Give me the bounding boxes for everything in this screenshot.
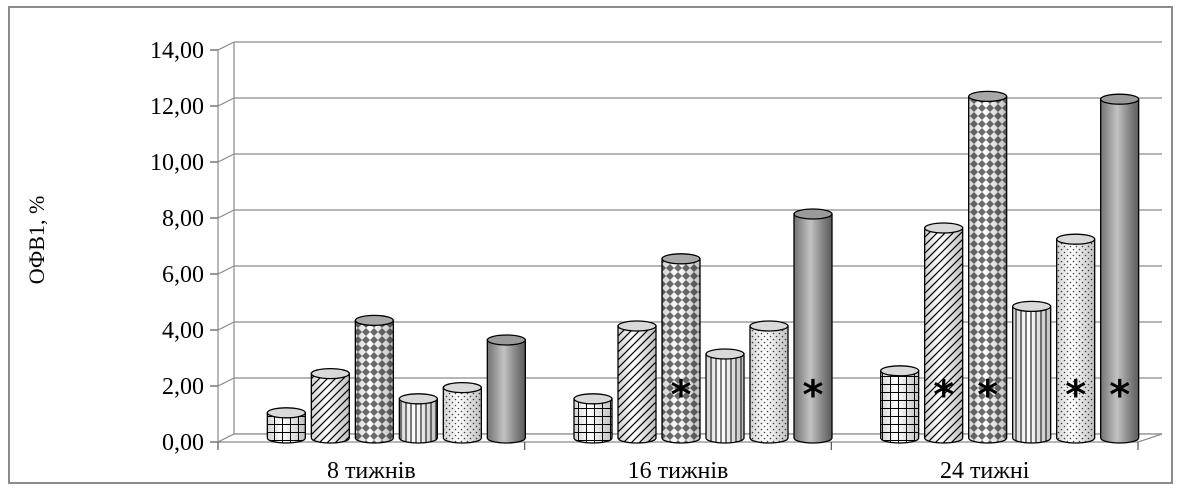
- y-tick-label: 4,00: [162, 318, 204, 344]
- bar-top: [1056, 233, 1096, 245]
- bar: [486, 334, 526, 444]
- bar-shading: [267, 412, 306, 443]
- bar-shading: [443, 387, 482, 443]
- y-axis-title: ОФВ1, %: [24, 196, 49, 285]
- bar-top: [486, 334, 526, 346]
- bar-shading: [662, 258, 700, 443]
- bar-top: [705, 348, 745, 360]
- bar: [442, 381, 482, 444]
- bar: [1012, 300, 1052, 444]
- bar-top: [310, 367, 350, 380]
- bar-top: [266, 407, 306, 419]
- bar-shading: [1012, 306, 1051, 443]
- gridline-depth: [217, 377, 235, 387]
- bar-top: [749, 320, 789, 332]
- bar-top: [661, 253, 701, 265]
- y-tick-label: 8,00: [162, 206, 204, 232]
- bar: [705, 348, 745, 444]
- chart-frame: 0,00 2,00 4,00 6,00 8,00 10,00 12,00 14,00 8 тиж…: [8, 6, 1173, 484]
- significance-star: *: [803, 372, 824, 418]
- y-tick-label: 0,00: [162, 430, 204, 456]
- y-tick-label: 12,00: [150, 94, 204, 120]
- bar-shading: [880, 370, 919, 443]
- x-category-label: 24 тижні: [940, 458, 1030, 482]
- bars: [266, 90, 1140, 444]
- bar-shading: [487, 340, 526, 443]
- x-category-label: 8 тижнів: [327, 458, 416, 482]
- bar: [1056, 233, 1096, 444]
- bar-chart: 0,00 2,00 4,00 6,00 8,00 10,00 12,00 14,00 8 тиж…: [24, 38, 1163, 482]
- gridline-depth: [217, 265, 235, 275]
- bar-top: [924, 222, 964, 234]
- bar: [924, 222, 964, 444]
- bar-shading: [399, 398, 438, 443]
- y-tick-label: 14,00: [150, 38, 204, 64]
- gridline-depth: [217, 153, 235, 163]
- bar: [968, 90, 1008, 444]
- bar-top: [968, 90, 1008, 103]
- significance-star: *: [933, 372, 954, 418]
- significance-star: *: [1109, 372, 1130, 418]
- bar: [749, 320, 789, 444]
- bar-top: [442, 381, 482, 394]
- bar-shading: [618, 326, 656, 443]
- bar-shading: [794, 214, 832, 443]
- y-tick-label: 2,00: [162, 374, 204, 400]
- gridline-depth: [217, 41, 235, 51]
- bar-shading: [311, 373, 350, 443]
- bar-top: [880, 365, 920, 377]
- labels: 0,00 2,00 4,00 6,00 8,00 10,00 12,00 14,00 8 тиж…: [150, 38, 1130, 482]
- bar-shading: [574, 398, 612, 443]
- bar-top: [1012, 300, 1052, 313]
- y-tick-label: 6,00: [162, 262, 204, 288]
- bar: [310, 367, 350, 444]
- bar-shading: [706, 354, 744, 443]
- bar-shading: [355, 320, 394, 443]
- bar-shading: [924, 228, 963, 443]
- bar-shading: [968, 96, 1007, 444]
- bar-shading: [750, 326, 788, 443]
- bar: [617, 320, 657, 444]
- bar: [880, 365, 920, 444]
- bar: [398, 393, 438, 444]
- bar: [1100, 93, 1140, 444]
- gridline-depth: [217, 321, 235, 331]
- bar-top: [354, 314, 394, 327]
- bar-top: [617, 320, 657, 332]
- bar: [573, 393, 613, 444]
- significance-star: *: [977, 372, 998, 418]
- bar-top: [573, 393, 613, 405]
- bar: [661, 253, 701, 444]
- bar-top: [398, 393, 438, 405]
- significance-star: *: [1065, 372, 1086, 418]
- bar-shading: [1100, 99, 1139, 443]
- bar-top: [793, 208, 833, 220]
- bar: [266, 407, 306, 444]
- gridline-depth: [217, 97, 235, 107]
- gridline-depth: [217, 209, 235, 219]
- bar-top: [1100, 93, 1140, 105]
- y-tick-label: 10,00: [150, 150, 204, 176]
- bar: [354, 314, 394, 444]
- significance-star: *: [671, 372, 692, 418]
- bar-shading: [1056, 239, 1095, 443]
- bar: [793, 208, 833, 444]
- x-category-label: 16 тижнів: [628, 458, 729, 482]
